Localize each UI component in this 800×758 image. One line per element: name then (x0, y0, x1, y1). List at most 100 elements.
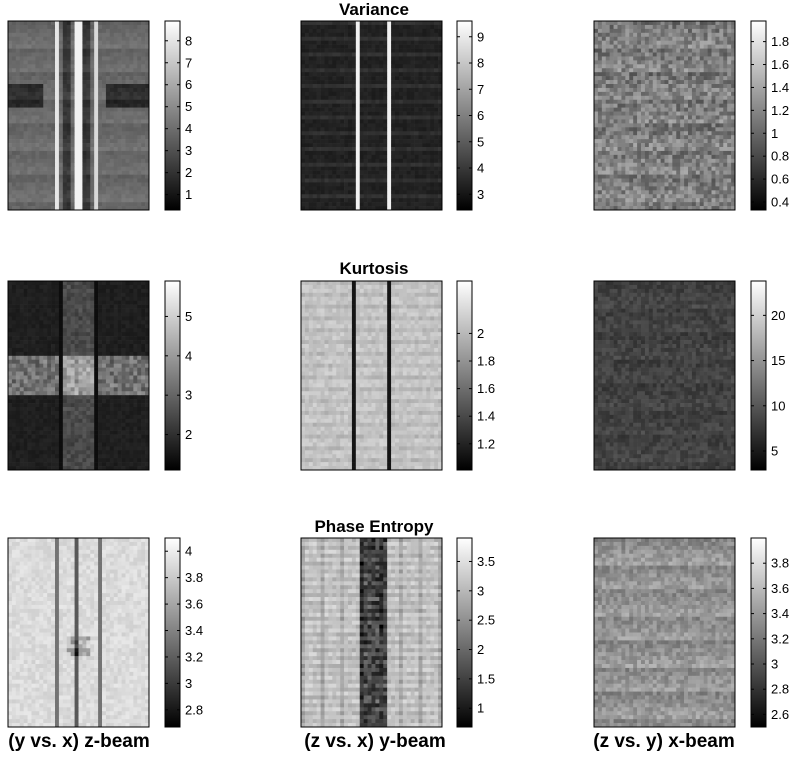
heatmap-cell (415, 186, 419, 190)
heatmap-cell (387, 92, 391, 96)
heatmap-cell (399, 100, 403, 104)
heatmap-cell (133, 49, 137, 53)
heatmap-cell (426, 147, 430, 151)
heatmap-cell (301, 49, 305, 53)
heatmap-cell (360, 92, 364, 96)
heatmap-cell (137, 29, 141, 33)
heatmap-cell (79, 108, 83, 112)
heatmap-cell (106, 49, 110, 53)
heatmap-cell (387, 147, 391, 151)
heatmap-cell (340, 76, 344, 80)
heatmap-cell (309, 29, 313, 33)
heatmap-cell (653, 147, 657, 151)
heatmap-cell (375, 84, 379, 88)
heatmap-cell (35, 198, 39, 202)
heatmap-cell (24, 139, 28, 143)
heatmap-cell (8, 147, 12, 151)
heatmap-cell (610, 29, 614, 33)
heatmap-cell (399, 167, 403, 171)
heatmap-cell (129, 151, 133, 155)
heatmap-cell (35, 29, 39, 33)
heatmap-cell (719, 116, 723, 120)
heatmap-cell (98, 84, 102, 88)
heatmap-cell (352, 108, 356, 112)
heatmap-cell (67, 143, 71, 147)
heatmap-cell (348, 112, 352, 116)
heatmap-cell (340, 202, 344, 206)
heatmap-cell (618, 171, 622, 175)
heatmap-cell (602, 41, 606, 45)
heatmap-cell (336, 33, 340, 37)
heatmap-cell (348, 108, 352, 112)
heatmap-cell (641, 53, 645, 57)
heatmap-cell (356, 131, 360, 135)
heatmap-cell (59, 37, 63, 41)
heatmap-cell (344, 167, 348, 171)
heatmap-cell (379, 135, 383, 139)
heatmap-cell (321, 186, 325, 190)
heatmap-cell (360, 171, 364, 175)
heatmap-cell (141, 167, 145, 171)
heatmap-cell (692, 80, 696, 84)
heatmap-cell (106, 92, 110, 96)
heatmap-cell (16, 76, 20, 80)
heatmap-cell (680, 135, 684, 139)
heatmap-cell (426, 96, 430, 100)
heatmap-cell (614, 116, 618, 120)
heatmap-cell (126, 60, 130, 64)
heatmap-cell (332, 123, 336, 127)
heatmap-cell (8, 49, 12, 53)
heatmap-cell (364, 127, 368, 131)
heatmap-cell (352, 112, 356, 116)
heatmap-cell (688, 68, 692, 72)
heatmap-cell (67, 72, 71, 76)
heatmap-cell (606, 53, 610, 57)
heatmap-cell (301, 143, 305, 147)
heatmap-cell (657, 127, 661, 131)
heatmap-cell (602, 68, 606, 72)
heatmap-cell (727, 33, 731, 37)
heatmap-cell (676, 100, 680, 104)
heatmap-cell (32, 112, 36, 116)
heatmap-cell (122, 21, 126, 25)
heatmap-cell (332, 116, 336, 120)
heatmap-cell (419, 159, 423, 163)
heatmap-cell (727, 29, 731, 33)
heatmap-cell (67, 45, 71, 49)
heatmap-cell (98, 123, 102, 127)
heatmap-cell (637, 29, 641, 33)
heatmap-cell (372, 182, 376, 186)
heatmap-cell (59, 194, 63, 198)
heatmap-cell (51, 116, 55, 120)
heatmap-cell (665, 53, 669, 57)
heatmap-cell (129, 116, 133, 120)
heatmap-cell (32, 167, 36, 171)
heatmap-cell (430, 127, 434, 131)
heatmap-cell (621, 116, 625, 120)
heatmap-cell (51, 147, 55, 151)
heatmap-cell (313, 53, 317, 57)
heatmap-cell (719, 151, 723, 155)
heatmap-cell (723, 41, 727, 45)
heatmap-cell (712, 92, 716, 96)
heatmap-cell (657, 100, 661, 104)
heatmap-cell (594, 37, 598, 41)
heatmap-cell (676, 84, 680, 88)
heatmap-cell (653, 41, 657, 45)
heatmap-cell (661, 108, 665, 112)
heatmap-cell (696, 56, 700, 60)
heatmap-cell (602, 84, 606, 88)
heatmap-cell (118, 135, 122, 139)
heatmap-cell (16, 68, 20, 72)
heatmap-cell (348, 198, 352, 202)
heatmap-cell (606, 72, 610, 76)
heatmap-cell (75, 190, 79, 194)
heatmap-cell (86, 100, 90, 104)
heatmap-cell (712, 123, 716, 127)
heatmap-cell (704, 155, 708, 159)
heatmap-cell (708, 135, 712, 139)
heatmap-cell (704, 96, 708, 100)
heatmap-cell (129, 45, 133, 49)
heatmap-cell (325, 190, 329, 194)
heatmap-cell (16, 112, 20, 116)
